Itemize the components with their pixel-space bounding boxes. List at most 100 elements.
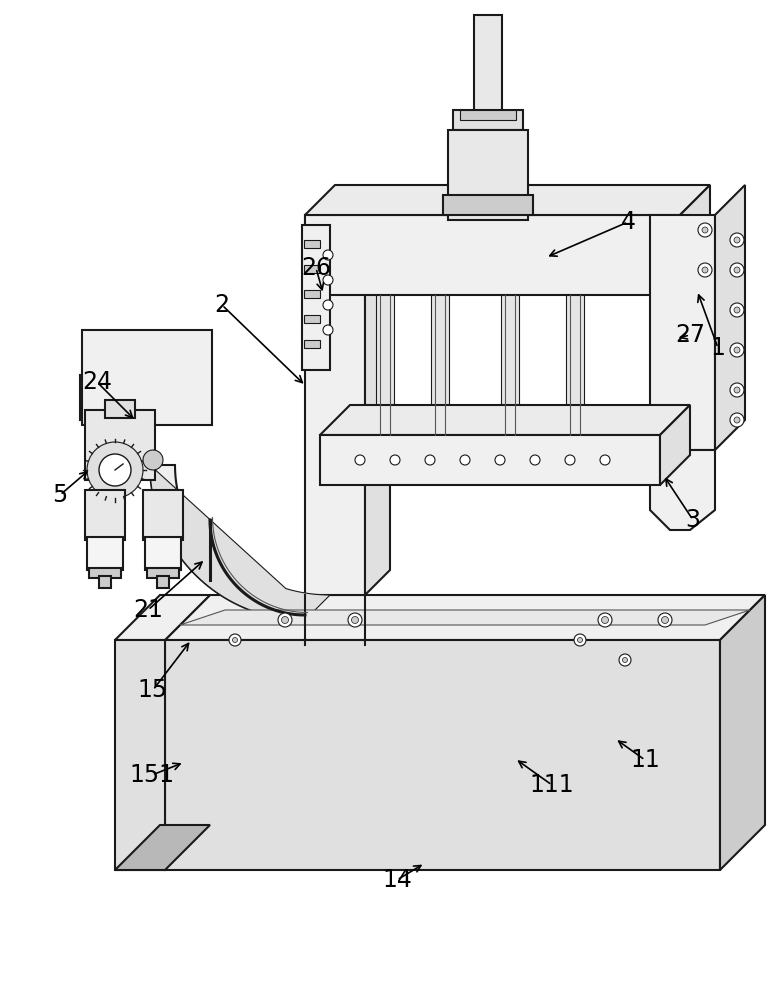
Circle shape bbox=[658, 613, 672, 627]
Circle shape bbox=[281, 616, 288, 624]
Circle shape bbox=[661, 616, 668, 624]
Bar bbox=[145, 537, 181, 570]
Circle shape bbox=[232, 638, 238, 643]
Polygon shape bbox=[305, 215, 680, 295]
Bar bbox=[304, 315, 320, 323]
Text: 24: 24 bbox=[82, 370, 112, 394]
Polygon shape bbox=[165, 640, 720, 870]
Polygon shape bbox=[720, 595, 765, 870]
Circle shape bbox=[143, 450, 163, 470]
Circle shape bbox=[577, 638, 583, 643]
Circle shape bbox=[348, 613, 362, 627]
Circle shape bbox=[734, 387, 740, 393]
Circle shape bbox=[278, 613, 292, 627]
Circle shape bbox=[730, 303, 744, 317]
Circle shape bbox=[600, 455, 610, 465]
Text: 2: 2 bbox=[214, 293, 230, 317]
Circle shape bbox=[734, 267, 740, 273]
Bar bbox=[566, 295, 584, 435]
Bar bbox=[157, 576, 169, 588]
Bar bbox=[443, 195, 533, 215]
Polygon shape bbox=[80, 375, 210, 420]
Circle shape bbox=[355, 455, 365, 465]
Text: 111: 111 bbox=[530, 773, 574, 797]
Polygon shape bbox=[305, 185, 710, 215]
Bar bbox=[431, 295, 449, 435]
Circle shape bbox=[460, 455, 470, 465]
Circle shape bbox=[425, 455, 435, 465]
Text: 1: 1 bbox=[710, 336, 725, 360]
Circle shape bbox=[323, 325, 333, 335]
Bar bbox=[304, 265, 320, 273]
Bar bbox=[304, 340, 320, 348]
Bar bbox=[143, 490, 183, 540]
Bar bbox=[85, 410, 155, 480]
Circle shape bbox=[698, 223, 712, 237]
Bar bbox=[87, 537, 123, 570]
Polygon shape bbox=[165, 595, 765, 640]
Circle shape bbox=[530, 455, 540, 465]
Polygon shape bbox=[320, 405, 690, 435]
Circle shape bbox=[598, 613, 612, 627]
Polygon shape bbox=[150, 465, 330, 620]
Polygon shape bbox=[180, 610, 750, 625]
Circle shape bbox=[229, 634, 241, 646]
Circle shape bbox=[495, 455, 505, 465]
Circle shape bbox=[734, 307, 740, 313]
Circle shape bbox=[730, 233, 744, 247]
Text: 21: 21 bbox=[133, 598, 163, 622]
Circle shape bbox=[702, 267, 708, 273]
Circle shape bbox=[323, 300, 333, 310]
Bar bbox=[304, 290, 320, 298]
Circle shape bbox=[734, 347, 740, 353]
Polygon shape bbox=[305, 215, 365, 595]
Polygon shape bbox=[680, 185, 710, 295]
Bar bbox=[89, 568, 121, 578]
Bar bbox=[304, 240, 320, 248]
Circle shape bbox=[734, 417, 740, 423]
Circle shape bbox=[730, 343, 744, 357]
Circle shape bbox=[323, 250, 333, 260]
Polygon shape bbox=[302, 225, 330, 370]
Polygon shape bbox=[715, 185, 745, 450]
Polygon shape bbox=[660, 405, 690, 485]
Text: 14: 14 bbox=[382, 868, 412, 892]
Bar bbox=[501, 295, 519, 435]
Polygon shape bbox=[650, 450, 715, 530]
Circle shape bbox=[619, 654, 631, 666]
Circle shape bbox=[622, 658, 628, 662]
Bar bbox=[99, 576, 111, 588]
Polygon shape bbox=[115, 825, 210, 870]
Text: 3: 3 bbox=[686, 508, 700, 532]
Text: 11: 11 bbox=[630, 748, 660, 772]
Bar bbox=[82, 330, 212, 425]
Circle shape bbox=[351, 616, 358, 624]
Polygon shape bbox=[320, 435, 660, 485]
Bar bbox=[453, 110, 523, 130]
Circle shape bbox=[730, 413, 744, 427]
Text: 4: 4 bbox=[621, 210, 636, 234]
Bar bbox=[376, 295, 394, 435]
Circle shape bbox=[565, 455, 575, 465]
Polygon shape bbox=[115, 595, 210, 640]
Text: 26: 26 bbox=[301, 256, 331, 280]
Bar bbox=[460, 110, 516, 120]
Bar bbox=[474, 15, 502, 115]
Circle shape bbox=[601, 616, 608, 624]
Bar bbox=[85, 490, 125, 540]
Text: 27: 27 bbox=[675, 323, 705, 347]
Circle shape bbox=[698, 263, 712, 277]
Text: 151: 151 bbox=[129, 763, 174, 787]
Circle shape bbox=[99, 454, 131, 486]
Bar bbox=[105, 400, 135, 418]
Circle shape bbox=[574, 634, 586, 646]
Circle shape bbox=[730, 383, 744, 397]
Circle shape bbox=[730, 263, 744, 277]
Text: 5: 5 bbox=[52, 483, 68, 507]
Circle shape bbox=[323, 275, 333, 285]
Polygon shape bbox=[365, 190, 390, 595]
Polygon shape bbox=[150, 465, 305, 620]
Polygon shape bbox=[650, 215, 715, 450]
Circle shape bbox=[87, 442, 143, 498]
Text: 15: 15 bbox=[138, 678, 168, 702]
